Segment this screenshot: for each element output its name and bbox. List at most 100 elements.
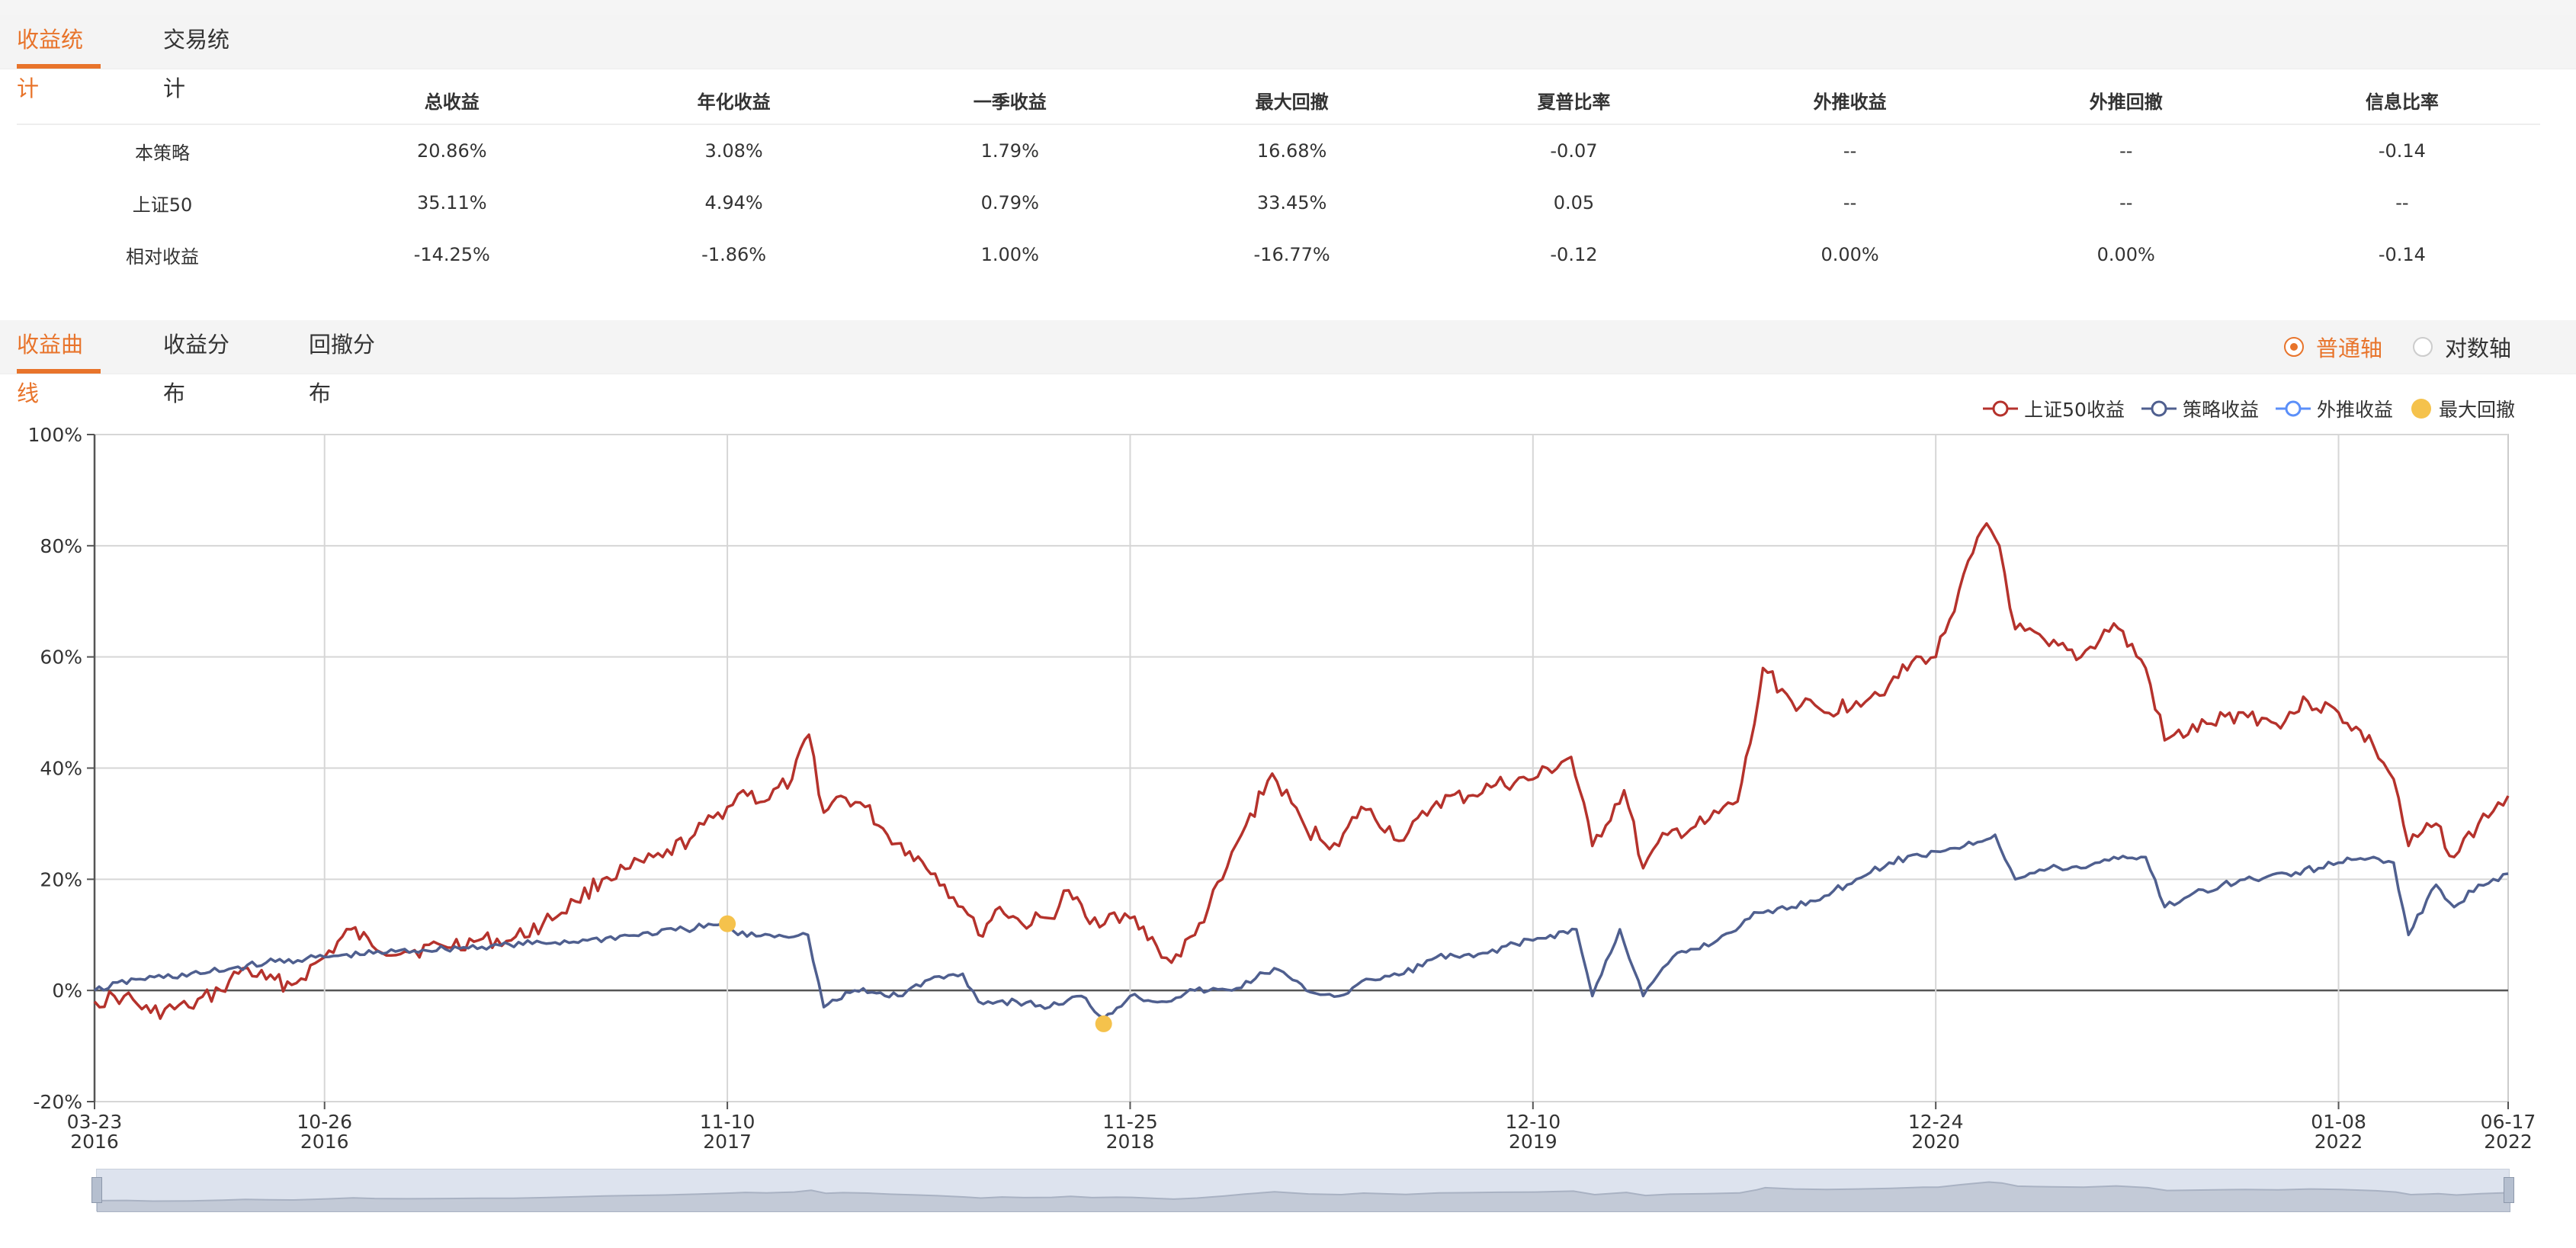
table-cell: 35.11% [417, 192, 487, 213]
table-cell: 3.08% [704, 140, 763, 162]
legend-line-circle-icon [2141, 400, 2177, 417]
return-curve-chart: -20%0%20%40%60%80%100%03-23201610-262016… [28, 424, 2536, 1153]
y-tick-label: -20% [33, 1091, 82, 1113]
stats-header-row: 总收益 年化收益 一季收益 最大回撤 夏普比率 外推收益 外推回撤 信息比率 [17, 76, 2540, 125]
table-cell: -- [2119, 192, 2133, 213]
table-cell: 0.79% [980, 192, 1039, 213]
table-cell: 4.94% [704, 192, 763, 213]
y-tick-label: 60% [40, 646, 82, 669]
x-tick-year-label: 2016 [300, 1131, 349, 1153]
x-tick-label: 10-26 [297, 1111, 352, 1133]
col-annual-return: 年化收益 [595, 76, 872, 125]
y-tick-label: 20% [40, 868, 82, 890]
table-row: 本策略 20.86% 3.08% 1.79% 16.68% -0.07 -- -… [17, 124, 2540, 177]
col-sharpe: 夏普比率 [1436, 76, 1712, 125]
radio-label: 普通轴 [2316, 335, 2383, 361]
table-cell: -0.12 [1550, 244, 1598, 265]
x-tick-year-label: 2019 [1509, 1131, 1557, 1153]
table-cell: 0.00% [2096, 244, 2155, 265]
slider-preview [97, 1181, 2510, 1212]
y-tick-label: 40% [40, 758, 82, 780]
table-cell: -16.77% [1253, 244, 1330, 265]
x-tick-year-label: 2022 [2315, 1131, 2363, 1153]
series-index-line [93, 521, 2510, 1020]
col-max-drawdown: 最大回撤 [1147, 76, 1436, 125]
legend-label: 策略收益 [2182, 399, 2259, 421]
row-label: 本策略 [135, 142, 190, 164]
table-cell: -1.86% [701, 244, 767, 265]
table-row: 上证50 35.11% 4.94% 0.79% 33.45% 0.05 -- -… [17, 177, 2540, 229]
max-drawdown-marker [1095, 1015, 1112, 1032]
x-tick-label: 11-25 [1102, 1111, 1158, 1133]
table-cell: 0.05 [1553, 192, 1595, 213]
legend-label: 最大回撤 [2438, 399, 2515, 421]
radio-linear-axis[interactable]: 普通轴 [2284, 331, 2382, 363]
x-tick-year-label: 2022 [2484, 1131, 2533, 1153]
legend-label: 上证50收益 [2024, 399, 2125, 421]
radio-selected-icon [2284, 337, 2304, 357]
table-cell: -- [2119, 140, 2133, 162]
legend-line-circle-icon [1983, 400, 2019, 417]
y-tick-label: 100% [28, 424, 82, 446]
col-info-ratio: 信息比率 [2263, 76, 2540, 125]
table-cell: -- [1843, 192, 1857, 213]
x-tick-year-label: 2020 [1911, 1131, 1960, 1153]
row-label: 上证50 [132, 194, 193, 216]
top-toolbar-strip [0, 0, 2576, 15]
x-tick-label: 01-08 [2311, 1111, 2366, 1133]
x-tick-label: 12-24 [1908, 1111, 1964, 1133]
tab-trade-stats[interactable]: 交易统计 [163, 27, 230, 101]
row-label: 相对收益 [126, 245, 199, 268]
slider-preview-area [97, 1181, 2510, 1212]
tab-return-curve[interactable]: 收益曲线 [17, 320, 101, 406]
table-cell: 1.79% [980, 140, 1039, 162]
series-strategy-line [93, 833, 2509, 1020]
radio-unselected-icon [2413, 337, 2433, 357]
table-cell: -- [2395, 192, 2409, 213]
legend-item-index[interactable]: 上证50收益 [1983, 395, 2125, 422]
x-tick-year-label: 2017 [703, 1131, 752, 1153]
radio-log-axis[interactable]: 对数轴 [2413, 331, 2511, 363]
table-row: 相对收益 -14.25% -1.86% 1.00% -16.77% -0.12 … [17, 229, 2540, 281]
table-cell: -14.25% [413, 244, 490, 265]
chart-legend: 上证50收益 策略收益 外推收益 最大回撤 [1966, 395, 2515, 422]
legend-dot-icon [2411, 399, 2431, 419]
x-tick-label: 03-23 [67, 1111, 123, 1133]
table-cell: 0.00% [1821, 244, 1879, 265]
chart-tab-bar: 收益曲线 收益分布 回撤分布 [0, 320, 2576, 406]
table-cell: -0.14 [2378, 140, 2426, 162]
stats-header-blank [17, 76, 308, 125]
stats-tab-bar: 收益统计 交易统计 [0, 15, 2576, 101]
y-tick-label: 0% [52, 980, 82, 1002]
axis-type-toggle: 普通轴 对数轴 [2284, 320, 2511, 374]
table-cell: 16.68% [1256, 140, 1327, 162]
radio-label: 对数轴 [2445, 335, 2512, 361]
tab-return-stats[interactable]: 收益统计 [17, 15, 101, 101]
max-drawdown-marker [719, 915, 736, 932]
legend-item-strategy[interactable]: 策略收益 [2141, 395, 2259, 422]
table-cell: 20.86% [417, 140, 487, 162]
legend-line-circle-icon [2275, 400, 2311, 417]
col-quarter-return: 一季收益 [871, 76, 1148, 125]
col-extrapolated-drawdown: 外推回撤 [1987, 76, 2264, 125]
col-extrapolated-return: 外推收益 [1711, 76, 1988, 125]
y-tick-label: 80% [40, 535, 82, 557]
slider-left-handle[interactable] [91, 1177, 102, 1203]
x-tick-year-label: 2016 [70, 1131, 119, 1153]
tab-drawdown-distribution[interactable]: 回撤分布 [309, 332, 376, 406]
table-cell: -0.14 [2378, 244, 2426, 265]
table-cell: -- [1843, 140, 1857, 162]
legend-label: 外推收益 [2316, 399, 2393, 421]
tab-return-distribution[interactable]: 收益分布 [163, 332, 230, 406]
x-tick-label: 12-10 [1505, 1111, 1561, 1133]
col-total-return: 总收益 [308, 76, 596, 125]
table-cell: -0.07 [1550, 140, 1598, 162]
x-tick-year-label: 2018 [1106, 1131, 1155, 1153]
stats-table: 总收益 年化收益 一季收益 最大回撤 夏普比率 外推收益 外推回撤 信息比率 本… [17, 76, 2540, 281]
legend-item-max-drawdown[interactable]: 最大回撤 [2410, 395, 2515, 422]
slider-right-handle[interactable] [2504, 1177, 2514, 1203]
table-cell: 33.45% [1256, 192, 1327, 213]
x-tick-label: 11-10 [700, 1111, 755, 1133]
legend-item-extrapolated[interactable]: 外推收益 [2275, 395, 2393, 422]
data-zoom-slider[interactable] [91, 1169, 2514, 1212]
